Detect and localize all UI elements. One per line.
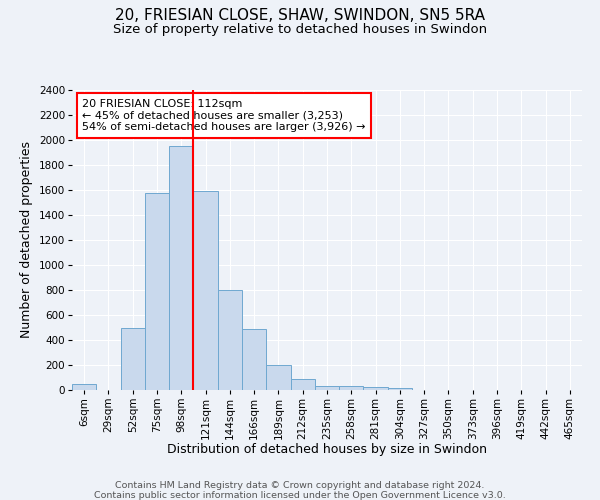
Bar bbox=[388, 388, 412, 390]
Y-axis label: Number of detached properties: Number of detached properties bbox=[20, 142, 33, 338]
Text: Contains public sector information licensed under the Open Government Licence v3: Contains public sector information licen… bbox=[94, 491, 506, 500]
Bar bbox=[266, 365, 290, 390]
Bar bbox=[218, 290, 242, 390]
Text: 20 FRIESIAN CLOSE: 112sqm
← 45% of detached houses are smaller (3,253)
54% of se: 20 FRIESIAN CLOSE: 112sqm ← 45% of detac… bbox=[82, 99, 366, 132]
Bar bbox=[145, 192, 169, 390]
Bar bbox=[193, 191, 218, 390]
Bar bbox=[339, 386, 364, 390]
Text: Contains HM Land Registry data © Crown copyright and database right 2024.: Contains HM Land Registry data © Crown c… bbox=[115, 481, 485, 490]
Bar bbox=[315, 386, 339, 390]
Bar bbox=[364, 387, 388, 390]
Text: 20, FRIESIAN CLOSE, SHAW, SWINDON, SN5 5RA: 20, FRIESIAN CLOSE, SHAW, SWINDON, SN5 5… bbox=[115, 8, 485, 22]
Bar bbox=[121, 328, 145, 390]
Bar bbox=[242, 329, 266, 390]
Text: Size of property relative to detached houses in Swindon: Size of property relative to detached ho… bbox=[113, 22, 487, 36]
Bar bbox=[169, 146, 193, 390]
Bar bbox=[290, 379, 315, 390]
Bar bbox=[72, 384, 96, 390]
Text: Distribution of detached houses by size in Swindon: Distribution of detached houses by size … bbox=[167, 442, 487, 456]
